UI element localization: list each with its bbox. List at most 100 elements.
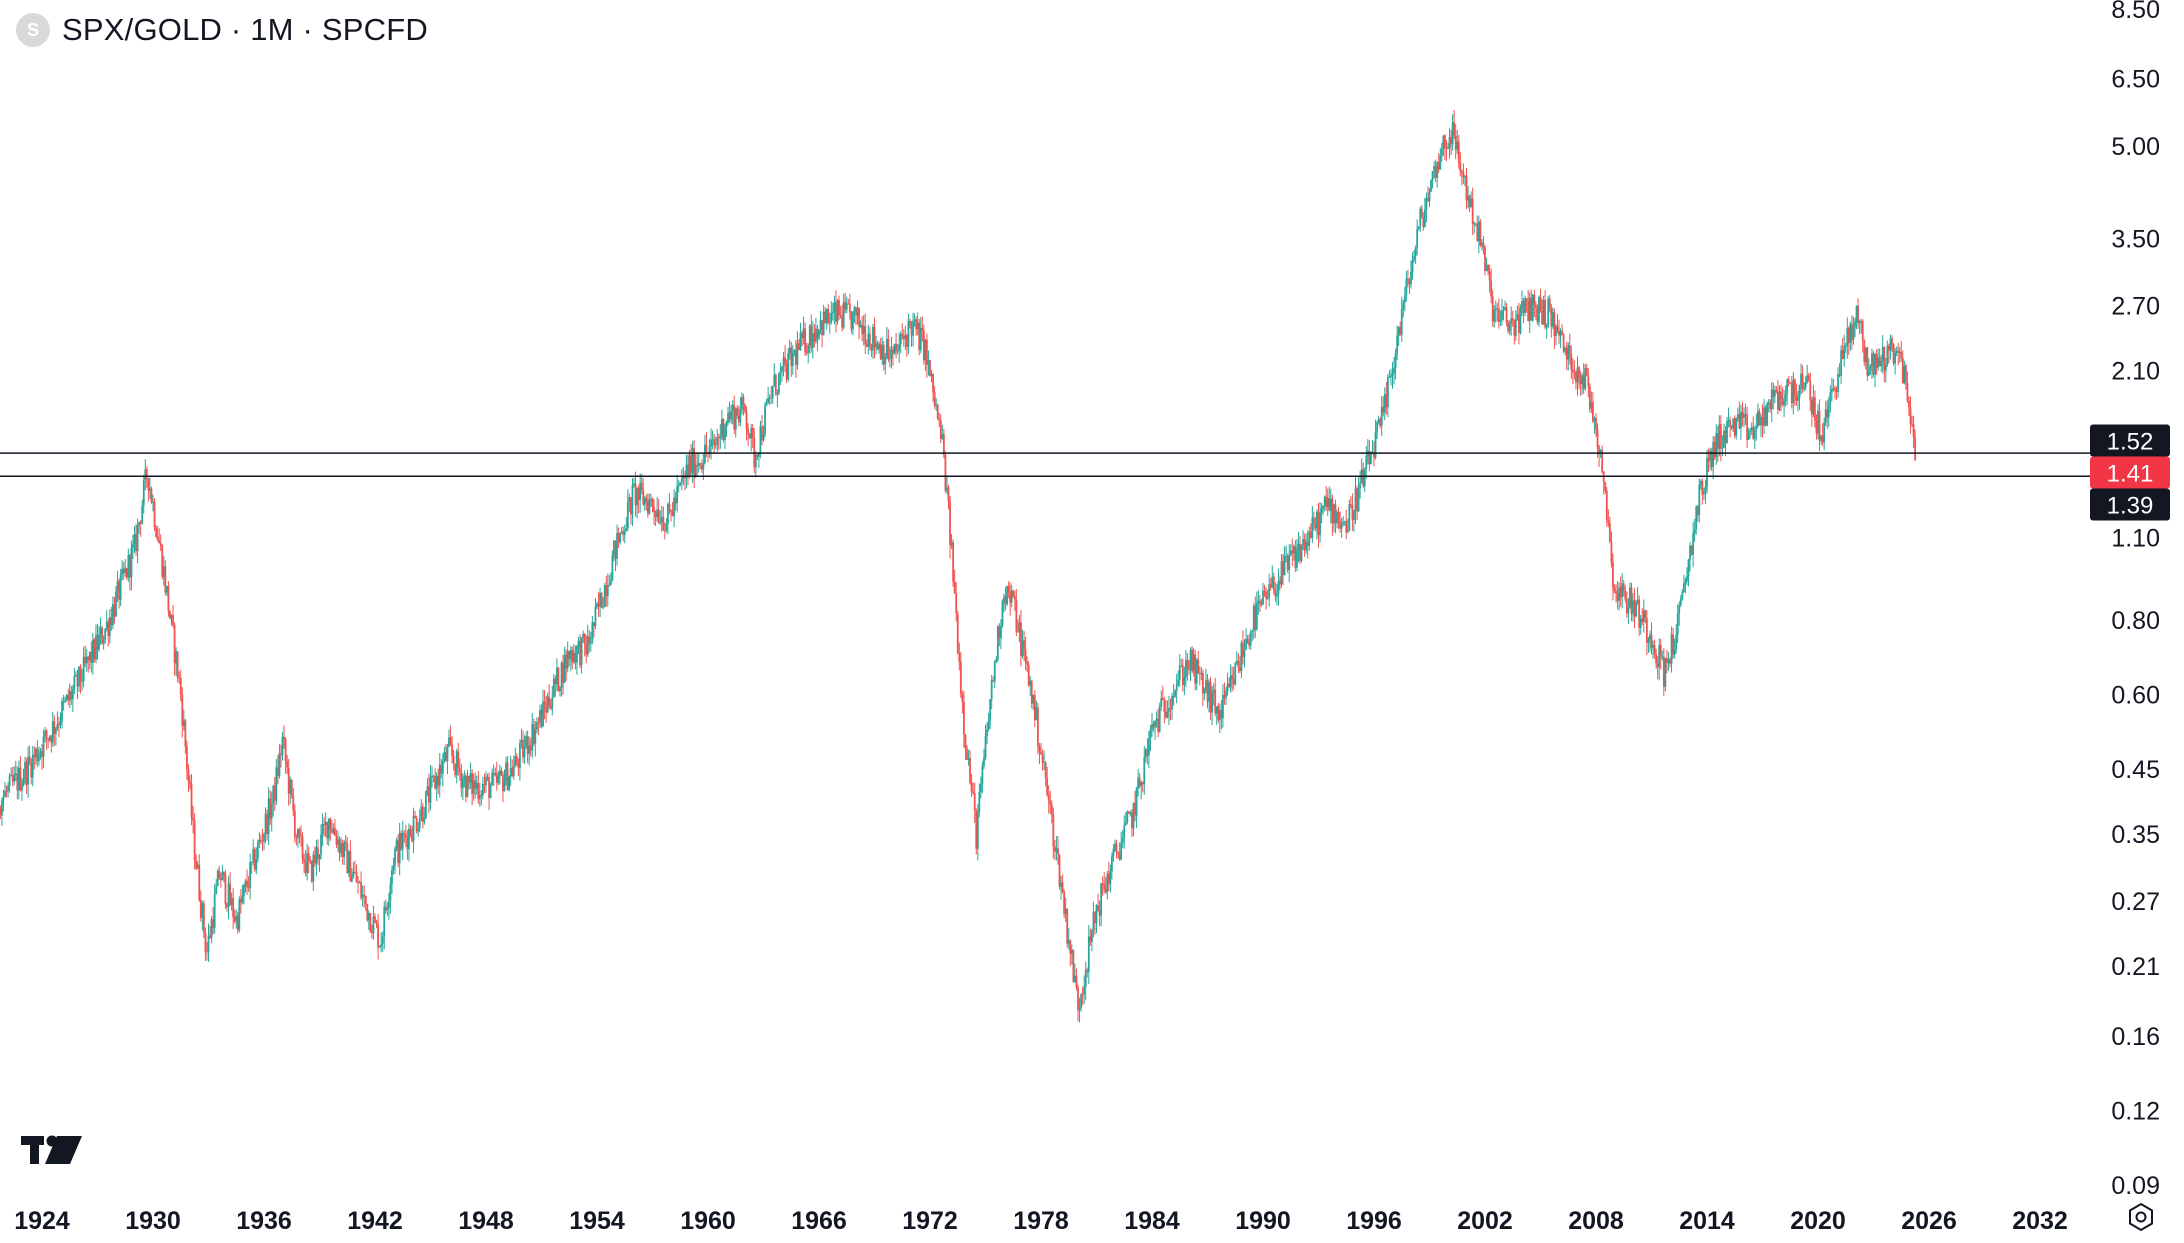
candle-body [1323,496,1326,506]
candle-body [1433,166,1436,172]
symbol-title[interactable]: SPX/GOLD · 1M · SPCFD [62,12,428,47]
candle-body [312,854,315,882]
tradingview-logo-icon[interactable] [21,1133,83,1167]
candle-body [546,696,549,713]
candle-body [1411,259,1414,272]
candle-body [27,756,30,785]
candle-body [275,767,278,801]
candle-body [108,617,111,636]
candle-body [1157,718,1160,732]
candle-body [1445,147,1448,149]
time-axis[interactable]: 1924 1930 1936 1942 1948 1954 1960 1966 1972 1978… [14,1207,2068,1235]
candle-body [1456,141,1459,150]
candle-body [1587,375,1590,387]
candle-body [346,843,349,874]
candle-body [1030,680,1033,704]
candle-body [526,736,529,754]
candle-body [1686,575,1688,582]
candle-body [304,861,307,874]
candle-body [956,613,959,654]
candle-body [909,320,911,326]
candle-body [548,696,551,706]
candle-body [830,313,833,322]
candle-body [1376,422,1378,432]
candle-body [1721,447,1724,449]
candle-body [159,542,162,546]
candle-body [158,539,161,543]
candle-body [690,455,692,474]
candle-body [1793,379,1796,395]
candle-body [335,835,338,845]
last-price-label: 1.41 [2107,461,2154,488]
candle-body [1795,394,1798,401]
candle-body [1410,271,1412,285]
candle-body [1477,221,1480,242]
candle-body [350,876,353,882]
candle-body [1576,367,1579,383]
candle-body [884,356,887,365]
chart-settings-icon[interactable] [2126,1202,2156,1232]
candle-body [107,621,110,636]
candle-body [619,532,622,543]
candle-body [1365,455,1368,470]
candle-body [1149,729,1152,739]
candle-body [1900,351,1903,358]
candle-body [671,511,674,516]
candle-body [1568,344,1571,355]
candle-body [1215,706,1218,714]
candle-body [19,767,22,791]
candle-body [1007,586,1010,593]
candle-body [1339,521,1341,529]
candle-body [443,751,446,761]
candle-body [1829,392,1832,404]
candle-body [1559,330,1562,336]
candle-body [1467,195,1469,201]
horizontal-lines-layer[interactable] [0,452,2095,477]
candle-body [238,899,241,930]
candle-body [1610,541,1613,563]
candle-body [1135,788,1138,816]
candle-body [457,751,460,768]
candle-body [514,756,517,767]
candle-body [1451,122,1454,145]
candle-body [1567,344,1570,360]
candle-body [1863,340,1866,363]
candle-body [768,397,771,399]
candle-body [1288,555,1291,570]
candle-body [1391,373,1394,376]
candle-body [517,762,520,768]
price-axis[interactable]: 8.50 6.50 5.00 3.50 2.70 2.10 1.10 0.80 0.60 0.45… [2111,0,2160,1200]
candle-body [483,783,486,786]
candle-body [221,871,224,881]
candle-body [1174,690,1177,697]
candle-body [1730,426,1733,429]
candle-body [82,656,85,682]
candle-body [727,412,729,422]
candle-body [1074,975,1076,982]
candle-body [147,478,150,491]
candle-body [1208,681,1210,702]
candle-body [1161,697,1164,701]
candle-body [1642,610,1645,622]
candle-body [534,729,537,744]
candle-body [1468,195,1471,207]
symbol-icon[interactable]: S [16,13,50,47]
candle-body [1194,654,1197,684]
candle-body [825,308,828,324]
candle-body [1784,394,1787,402]
candle-body [162,566,165,577]
candle-body [178,677,181,679]
candle-body [199,899,202,918]
candle-body [1493,309,1496,322]
candle-body [515,756,518,763]
candle-body [104,628,107,640]
candle-body [1437,162,1440,170]
candle-body [1408,279,1411,285]
candle-body [34,748,37,758]
candle-body [1547,298,1550,326]
candle-body [1191,649,1193,672]
candle-body [1003,596,1005,601]
candle-body [343,841,346,858]
